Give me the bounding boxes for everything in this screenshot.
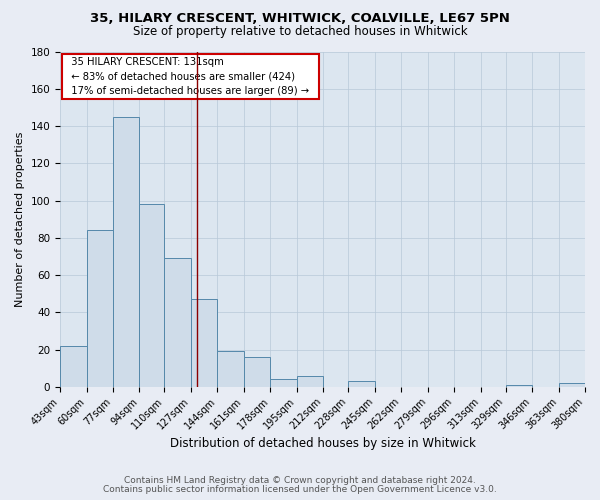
Text: Contains public sector information licensed under the Open Government Licence v3: Contains public sector information licen… [103, 485, 497, 494]
Bar [506, 385, 532, 387]
Text: 35 HILARY CRESCENT: 131sqm
  ← 83% of detached houses are smaller (424)
  17% of: 35 HILARY CRESCENT: 131sqm ← 83% of deta… [65, 56, 316, 96]
Bar [559, 383, 585, 387]
Bar [113, 116, 139, 387]
Bar [271, 380, 297, 387]
Text: Size of property relative to detached houses in Whitwick: Size of property relative to detached ho… [133, 25, 467, 38]
Bar [139, 204, 164, 387]
Bar [60, 346, 86, 387]
Bar [244, 357, 271, 387]
Y-axis label: Number of detached properties: Number of detached properties [15, 132, 25, 307]
Bar [348, 381, 374, 387]
Bar [164, 258, 191, 387]
X-axis label: Distribution of detached houses by size in Whitwick: Distribution of detached houses by size … [170, 437, 475, 450]
Text: 35, HILARY CRESCENT, WHITWICK, COALVILLE, LE67 5PN: 35, HILARY CRESCENT, WHITWICK, COALVILLE… [90, 12, 510, 26]
Bar [191, 300, 217, 387]
Bar [86, 230, 113, 387]
Bar [217, 352, 244, 387]
Bar [297, 376, 323, 387]
Text: Contains HM Land Registry data © Crown copyright and database right 2024.: Contains HM Land Registry data © Crown c… [124, 476, 476, 485]
